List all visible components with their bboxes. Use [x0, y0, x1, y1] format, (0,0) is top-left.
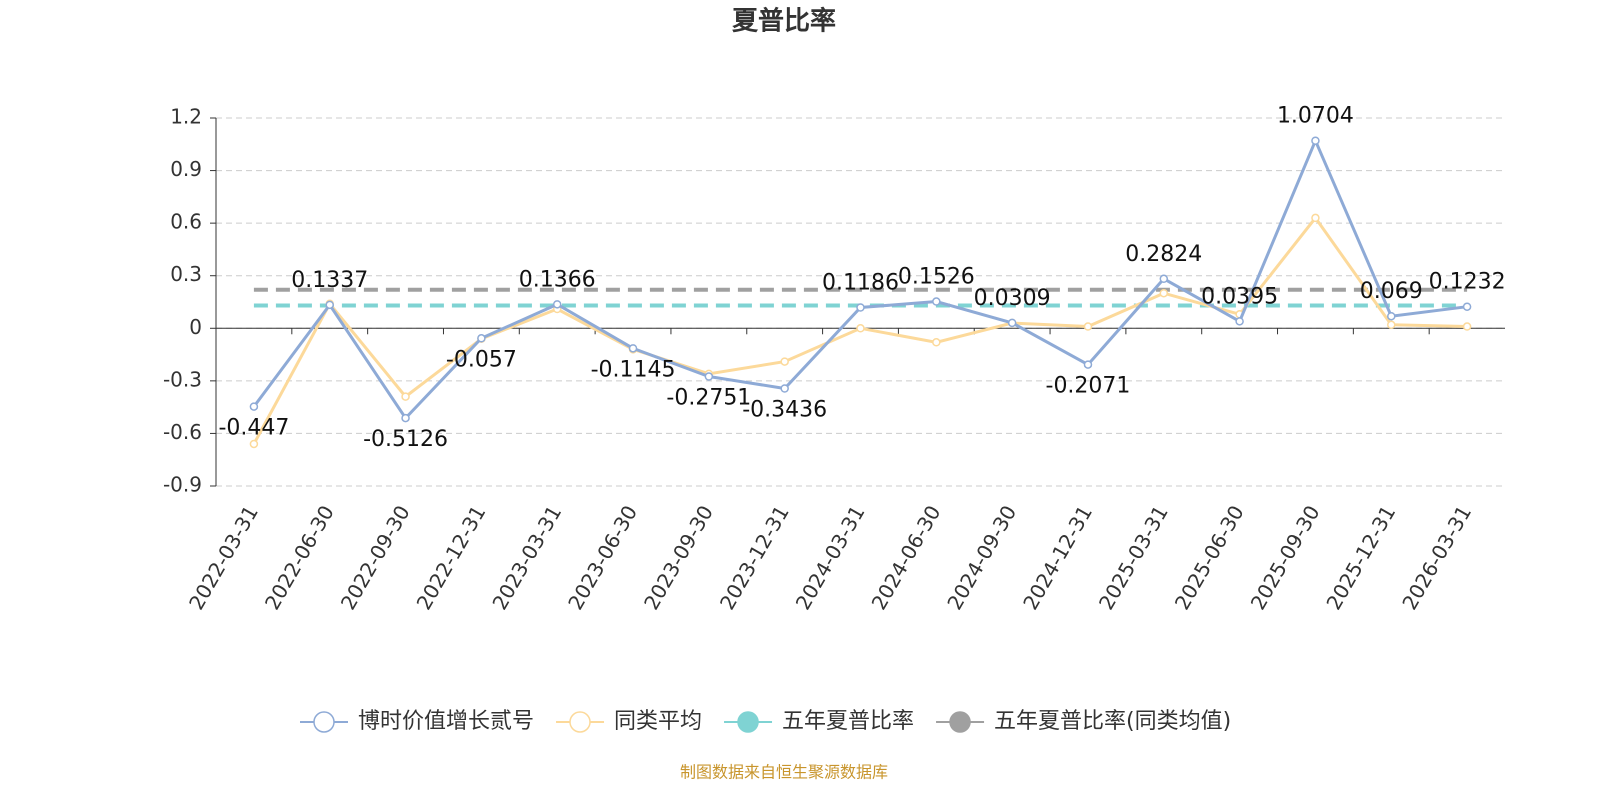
data-label: -0.057: [446, 347, 517, 372]
point: [1235, 317, 1244, 326]
y-tick-label: 0.6: [170, 210, 202, 234]
y-tick-label: 0.3: [170, 262, 202, 286]
x-tick-label: 2022-09-30: [336, 501, 415, 614]
point: [1083, 322, 1093, 331]
point: [1311, 213, 1320, 223]
point: [856, 324, 865, 333]
legend-symbol: [313, 711, 335, 733]
point: [1159, 288, 1169, 298]
data-label: -0.1145: [591, 357, 676, 382]
data-label: 0.1337: [291, 268, 368, 293]
x-tick-label: 2026-03-31: [1397, 501, 1476, 614]
legend-label: 同类平均: [614, 709, 702, 734]
point: [780, 357, 789, 366]
x-tick-label: 2025-03-31: [1094, 501, 1173, 614]
legend-symbol: [569, 711, 591, 733]
data-label: 0.1186: [822, 271, 899, 296]
x-tick-label: 2024-06-30: [867, 501, 946, 614]
data-label: 1.0704: [1277, 104, 1354, 129]
y-tick-label: -0.6: [163, 420, 202, 444]
legend-item: 五年夏普比率: [724, 709, 914, 734]
point: [401, 413, 410, 423]
x-tick-label: 2022-03-31: [184, 501, 263, 614]
legend-symbol: [949, 711, 971, 733]
point: [477, 334, 486, 343]
point: [780, 384, 789, 393]
point: [249, 439, 259, 449]
data-label: -0.2071: [1046, 374, 1131, 399]
data-label: 0.1526: [898, 265, 975, 290]
point: [1083, 360, 1093, 369]
legend-label: 博时价值增长贰号: [358, 709, 534, 734]
point: [249, 402, 259, 411]
legend-item: 博时价值增长贰号: [300, 709, 534, 734]
data-label: 0.0395: [1201, 284, 1278, 309]
data-label: 0.1366: [519, 267, 596, 292]
y-tick-label: 0.9: [170, 157, 202, 181]
point: [1462, 302, 1472, 311]
point: [704, 372, 714, 381]
data-label: -0.2751: [666, 385, 751, 410]
x-tick-label: 2024-12-31: [1018, 501, 1097, 614]
legend-item: 五年夏普比率(同类均值): [936, 709, 1231, 734]
x-tick-label: 2024-03-31: [791, 501, 870, 614]
point: [1462, 322, 1472, 331]
x-tick-label: 2023-09-30: [639, 501, 718, 614]
data-label: -0.5126: [363, 427, 448, 452]
source-note: 制图数据来自恒生聚源数据库: [680, 763, 888, 782]
x-tick-label: 2023-12-31: [715, 501, 794, 614]
chart-title: 夏普比率: [732, 6, 836, 37]
point: [932, 297, 941, 306]
legend-label: 五年夏普比率: [782, 709, 914, 734]
data-label: 0.069: [1360, 279, 1423, 304]
legend-label: 五年夏普比率(同类均值): [994, 709, 1231, 734]
point: [1387, 320, 1396, 330]
data-label: 0.1232: [1429, 270, 1506, 295]
x-tick-label: 2025-12-31: [1321, 501, 1400, 614]
point: [628, 344, 638, 353]
x-tick-label: 2024-09-30: [942, 501, 1021, 614]
point: [1387, 311, 1396, 321]
y-tick-label: 1.2: [170, 105, 202, 129]
data-label: 0.0309: [974, 286, 1051, 311]
point: [325, 300, 334, 310]
x-tick-label: 2023-03-31: [487, 501, 566, 614]
y-tick-label: 0: [189, 315, 202, 339]
point: [1159, 274, 1169, 284]
point: [1007, 318, 1017, 328]
y-tick-label: -0.3: [163, 367, 202, 391]
legend: 博时价值增长贰号 同类平均 五年夏普比率 五年夏普比率(同类均值): [300, 709, 1231, 734]
data-label: 0.2824: [1125, 242, 1202, 267]
x-tick-label: 2022-12-31: [412, 501, 491, 614]
point: [1311, 136, 1320, 145]
data-label: -0.447: [218, 416, 289, 441]
y-tick-label: -0.9: [163, 473, 202, 497]
legend-symbol: [737, 711, 759, 733]
legend-item: 同类平均: [556, 709, 702, 734]
point: [552, 300, 562, 309]
x-tick-label: 2025-09-30: [1246, 501, 1325, 614]
x-tick-label: 2025-06-30: [1170, 501, 1249, 614]
x-tick-label: 2023-06-30: [563, 501, 642, 614]
point: [401, 392, 410, 401]
point: [932, 338, 941, 347]
point: [856, 303, 865, 312]
data-label: -0.3436: [742, 397, 827, 422]
x-tick-label: 2022-06-30: [260, 501, 339, 614]
